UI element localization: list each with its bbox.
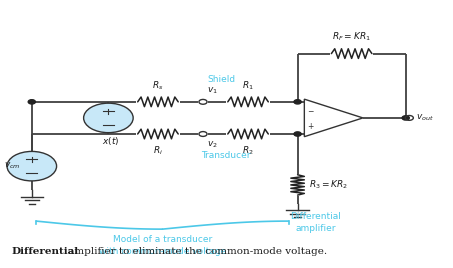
Text: $x(t)$: $x(t)$ xyxy=(102,135,119,147)
Text: Differential: Differential xyxy=(11,247,79,256)
Text: Differential
amplifier: Differential amplifier xyxy=(290,212,341,233)
Circle shape xyxy=(294,132,301,136)
Text: $v_1$: $v_1$ xyxy=(207,86,218,96)
Text: $R_i$: $R_i$ xyxy=(153,144,163,157)
Text: $-$: $-$ xyxy=(307,105,315,114)
Text: $v_{cm}$: $v_{cm}$ xyxy=(4,161,20,172)
Circle shape xyxy=(28,100,35,104)
Text: $R_3 = KR_2$: $R_3 = KR_2$ xyxy=(309,179,348,191)
Text: $R_s$: $R_s$ xyxy=(152,79,164,92)
Text: Model of a transducer
with common-mode voltage: Model of a transducer with common-mode v… xyxy=(99,234,226,256)
Text: $R_F = KR_1$: $R_F = KR_1$ xyxy=(332,31,371,43)
Circle shape xyxy=(84,103,133,133)
Text: $R_1$: $R_1$ xyxy=(242,79,254,92)
Text: Transducer: Transducer xyxy=(201,151,250,161)
Text: $R_2$: $R_2$ xyxy=(242,144,254,157)
Text: $v_2$: $v_2$ xyxy=(207,139,218,150)
Circle shape xyxy=(402,116,410,120)
Text: amplifier to eliminate the common-mode voltage.: amplifier to eliminate the common-mode v… xyxy=(65,247,327,256)
Circle shape xyxy=(294,100,301,104)
Text: $v_{out}$: $v_{out}$ xyxy=(415,113,434,123)
Text: $+$: $+$ xyxy=(307,121,315,131)
Text: Shield: Shield xyxy=(207,75,235,84)
Circle shape xyxy=(7,151,57,181)
